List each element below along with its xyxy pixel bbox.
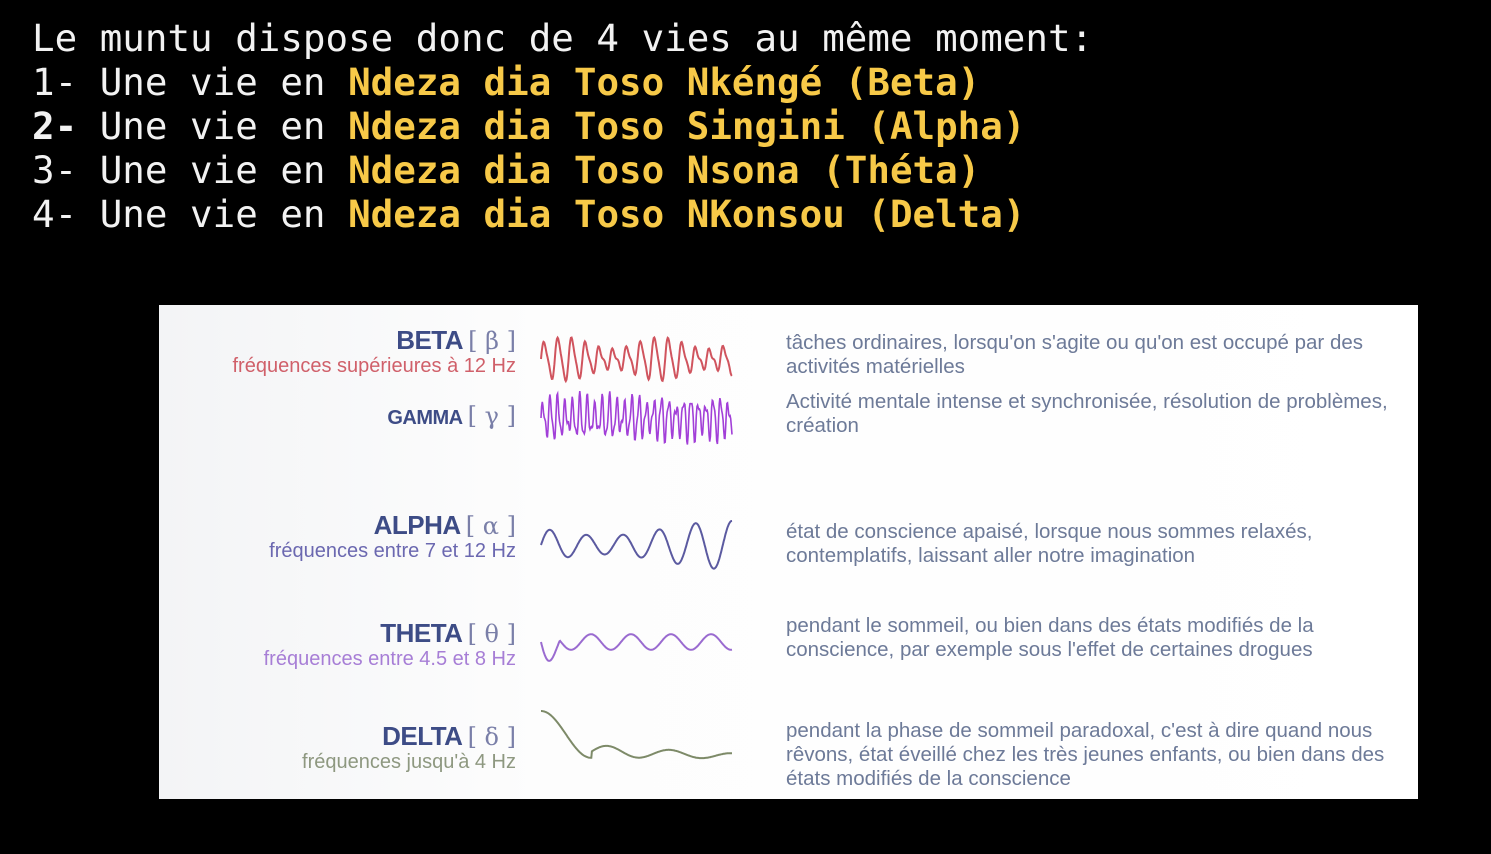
wave-symbol: [ β ] [468, 327, 516, 355]
life-line-4: 4- Une vie en Ndeza dia Toso NKonsou (De… [32, 192, 1093, 236]
wave-description: pendant la phase de sommeil paradoxal, c… [786, 719, 1385, 790]
wave-name: BETA [396, 325, 464, 355]
wave-label: GAMMA [ γ ] [387, 402, 516, 433]
wave-frequency: fréquences entre 4.5 et 8 Hz [263, 648, 516, 670]
wave-symbol: [ θ ] [467, 620, 516, 648]
wave-label: BETA [ β ] fréquences supérieures à 12 H… [233, 325, 517, 377]
wave-name: ALPHA [373, 510, 462, 540]
wave-label: ALPHA [ α ] fréquences entre 7 et 12 Hz [269, 510, 516, 562]
life-number: 2- [32, 104, 78, 148]
waveform-line [540, 335, 733, 384]
beta-wave-graphic [540, 335, 733, 384]
waveform-line [541, 710, 732, 760]
wave-description: pendant le sommeil, ou bien dans des éta… [786, 614, 1314, 661]
life-line-2: 2- Une vie en Ndeza dia Toso Singini (Al… [32, 104, 1093, 148]
wave-symbol: [ α ] [465, 512, 516, 540]
wave-symbol: [ γ ] [467, 402, 516, 430]
life-number: 3- [32, 148, 78, 192]
wave-frequency: fréquences entre 7 et 12 Hz [269, 540, 516, 562]
waveform-line [540, 390, 733, 445]
wave-label: THETA [ θ ] fréquences entre 4.5 et 8 Hz [264, 618, 516, 670]
wave-frequency: fréquences supérieures à 12 Hz [232, 355, 517, 377]
wave-frequency: fréquences jusqu'à 4 Hz [302, 751, 516, 773]
intro-line: Le muntu dispose donc de 4 vies au même … [32, 16, 1094, 60]
wave-description: tâches ordinaires, lorsqu'on s'agite ou … [786, 331, 1363, 378]
wave-description: état de conscience apaisé, lorsque nous … [786, 520, 1313, 567]
life-name: Ndeza dia Toso Nkéngé (Beta) [348, 60, 981, 104]
wave-description: Activité mentale intense et synchronisée… [786, 390, 1388, 437]
wave-symbol: [ δ ] [467, 723, 516, 751]
waveform-line [540, 633, 733, 662]
life-number: 4- [32, 192, 78, 236]
gamma-wave-graphic [540, 390, 733, 445]
delta-wave-graphic [541, 710, 732, 760]
life-prefix: Une vie en [77, 60, 349, 104]
wave-name: GAMMA [387, 407, 463, 429]
wave-label: DELTA [ δ ] fréquences jusqu'à 4 Hz [302, 721, 516, 773]
life-number: 1- [32, 60, 78, 104]
slide-text: Le muntu dispose donc de 4 vies au même … [32, 16, 1093, 236]
brainwave-infographic: BETA [ β ] fréquences supérieures à 12 H… [159, 305, 1418, 799]
wave-name: DELTA [382, 721, 463, 751]
life-name: Ndeza dia Toso Singini (Alpha) [348, 104, 1026, 148]
life-prefix: Une vie en [77, 192, 349, 236]
alpha-wave-graphic [540, 520, 733, 570]
waveform-line [540, 520, 733, 570]
life-line-3: 3- Une vie en Ndeza dia Toso Nsona (Thét… [32, 148, 1093, 192]
life-prefix: Une vie en [77, 104, 349, 148]
life-line-1: 1- Une vie en Ndeza dia Toso Nkéngé (Bet… [32, 60, 1093, 104]
theta-wave-graphic [540, 633, 733, 662]
life-name: Ndeza dia Toso Nsona (Théta) [348, 148, 981, 192]
life-name: Ndeza dia Toso NKonsou (Delta) [348, 192, 1026, 236]
life-prefix: Une vie en [77, 148, 349, 192]
wave-name: THETA [380, 618, 463, 648]
